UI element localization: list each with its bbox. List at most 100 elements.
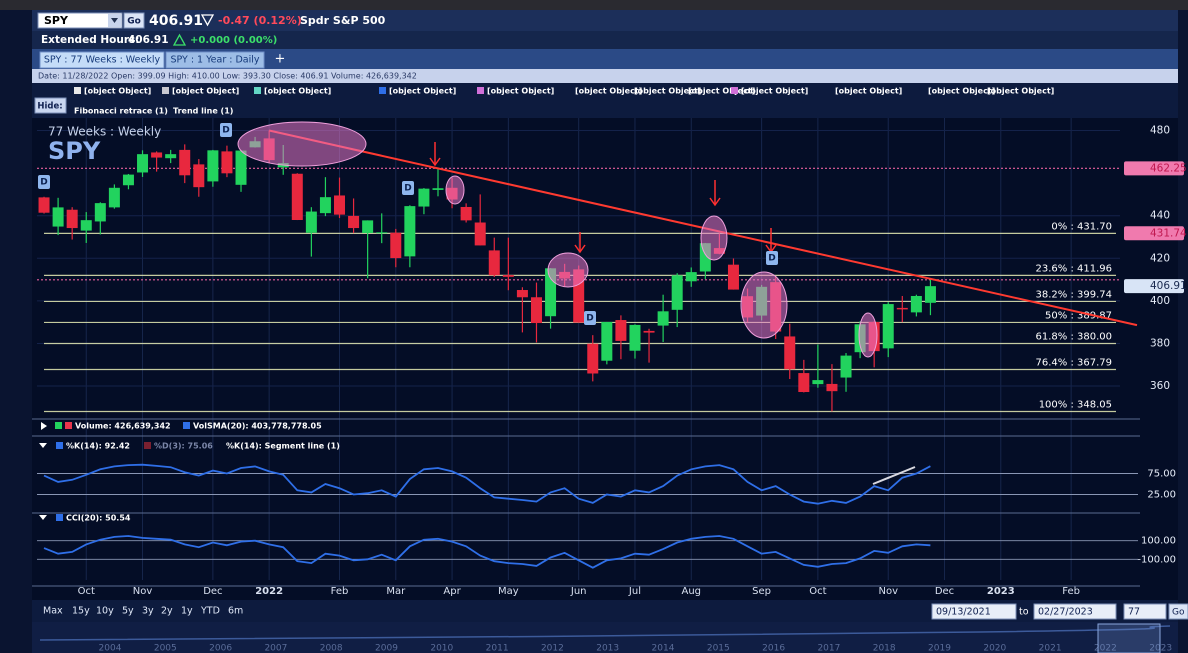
dividend-marker[interactable] bbox=[38, 175, 50, 189]
x-tick-label: Dec bbox=[935, 586, 954, 597]
volume-label: Volume: 426,639,342 bbox=[75, 422, 171, 431]
price-change: -0.47 (0.12%) bbox=[218, 14, 302, 27]
range-button[interactable]: Max bbox=[43, 606, 63, 617]
footer-go[interactable]: Go bbox=[1172, 608, 1185, 618]
hide-button[interactable] bbox=[34, 97, 67, 114]
candle-body bbox=[348, 215, 360, 229]
dividend-marker-label[interactable]: D bbox=[404, 184, 411, 194]
dividend-marker-label[interactable]: D bbox=[586, 314, 593, 324]
date-to[interactable]: 02/27/2023 bbox=[1038, 607, 1093, 618]
dividend-marker[interactable] bbox=[220, 123, 232, 137]
study-label[interactable]: Fibonacci retrace (1) bbox=[74, 107, 168, 116]
tab-label[interactable]: SPY : 1 Year : Daily bbox=[170, 55, 259, 66]
study-label[interactable]: [object Object] bbox=[835, 87, 902, 96]
candle-body bbox=[108, 187, 120, 208]
overview-year: 2004 bbox=[99, 644, 122, 653]
candle-body bbox=[66, 209, 78, 229]
candle-body bbox=[38, 197, 50, 213]
range-button[interactable]: 3y bbox=[142, 606, 154, 617]
candle-body bbox=[629, 324, 641, 351]
last-price: 406.91 bbox=[149, 13, 203, 29]
x-tick-label: 2022 bbox=[255, 586, 283, 597]
price-tag-label: 406.91 bbox=[1150, 280, 1187, 292]
candle-body bbox=[179, 149, 191, 176]
dividend-marker[interactable] bbox=[402, 181, 414, 195]
add-tab[interactable]: + bbox=[275, 52, 286, 67]
indicator-line bbox=[43, 463, 931, 505]
dividend-marker[interactable] bbox=[584, 311, 596, 325]
x-tick-label: Nov bbox=[133, 586, 153, 597]
overview-year: 2019 bbox=[928, 644, 951, 653]
tab-label[interactable]: SPY : 77 Weeks : Weekly bbox=[44, 55, 161, 66]
study-label[interactable]: [object Object] bbox=[741, 87, 808, 96]
collapse-arrow[interactable] bbox=[39, 443, 47, 448]
study-swatch bbox=[254, 87, 261, 94]
chart-subtitle: 77 Weeks : Weekly bbox=[48, 125, 161, 139]
date-from-input[interactable] bbox=[931, 603, 1017, 620]
expand-arrow[interactable] bbox=[41, 422, 47, 430]
hide-label[interactable]: Hide: bbox=[37, 102, 62, 112]
range-button[interactable]: 10y bbox=[96, 606, 114, 617]
bezel bbox=[0, 0, 1188, 10]
volume-swatch bbox=[65, 422, 72, 429]
study-label[interactable]: [object Object] bbox=[928, 87, 995, 96]
date-to-input[interactable] bbox=[1033, 603, 1117, 620]
x-tick-label: Dec bbox=[203, 586, 222, 597]
bars-input[interactable] bbox=[1123, 603, 1167, 620]
candle-body bbox=[474, 222, 486, 246]
date-from[interactable]: 09/13/2021 bbox=[936, 607, 991, 618]
date-bar-text: Date: 11/28/2022 Open: 399.09 High: 410.… bbox=[38, 72, 417, 81]
legend-label: %K(14): 92.42 bbox=[66, 442, 130, 451]
candle-body bbox=[137, 154, 149, 173]
dividend-marker-label[interactable]: D bbox=[768, 254, 775, 264]
range-button[interactable]: 1y bbox=[181, 606, 193, 617]
oval-drawing bbox=[445, 175, 465, 205]
candle-body bbox=[235, 150, 247, 185]
dividend-marker-label[interactable]: D bbox=[222, 126, 229, 136]
y-tick-label: 100.00 bbox=[1141, 536, 1176, 547]
bars-count[interactable]: 77 bbox=[1128, 607, 1140, 618]
y-tick-label: 360 bbox=[1150, 380, 1170, 392]
dividend-marker[interactable] bbox=[766, 251, 778, 265]
fib-label: 38.2% : 399.74 bbox=[1036, 289, 1112, 300]
study-label[interactable]: [object Object] bbox=[634, 87, 701, 96]
range-button[interactable]: 15y bbox=[72, 606, 90, 617]
collapse-arrow[interactable] bbox=[39, 515, 47, 520]
overview-year: 2010 bbox=[430, 644, 453, 653]
study-label[interactable]: [object Object] bbox=[688, 87, 755, 96]
legend-swatch bbox=[144, 442, 151, 449]
go-label[interactable]: Go bbox=[127, 17, 141, 27]
go-button[interactable] bbox=[123, 12, 145, 29]
study-label[interactable]: [object Object] bbox=[84, 87, 151, 96]
x-tick-label: Nov bbox=[878, 586, 898, 597]
oval-drawing bbox=[237, 121, 367, 167]
study-label[interactable]: [object Object] bbox=[487, 87, 554, 96]
range-button[interactable]: 5y bbox=[122, 606, 134, 617]
tab[interactable] bbox=[39, 51, 165, 69]
study-label[interactable]: [object Object] bbox=[575, 87, 642, 96]
x-tick-label: May bbox=[498, 586, 519, 597]
footer-go-button[interactable] bbox=[1168, 603, 1188, 620]
x-tick-label: Sep bbox=[752, 586, 771, 597]
candle-body bbox=[910, 295, 922, 313]
volume-label: VolSMA(20): 403,778,778.05 bbox=[193, 422, 322, 431]
symbol: SPY bbox=[44, 14, 69, 27]
range-button[interactable]: 6m bbox=[228, 606, 243, 617]
candle-body bbox=[896, 307, 908, 310]
study-label[interactable]: Trend line (1) bbox=[173, 107, 233, 116]
tab[interactable] bbox=[165, 51, 265, 69]
dividend-marker-label[interactable]: D bbox=[40, 178, 47, 188]
fib-label: 76.4% : 367.79 bbox=[1036, 357, 1112, 368]
candle-body bbox=[151, 152, 163, 158]
symbol-input[interactable] bbox=[37, 12, 123, 29]
study-label[interactable]: [object Object] bbox=[987, 87, 1054, 96]
overview-window[interactable] bbox=[1097, 623, 1161, 653]
range-button[interactable]: 2y bbox=[161, 606, 173, 617]
range-button[interactable]: YTD bbox=[200, 606, 220, 617]
study-label[interactable]: [object Object] bbox=[172, 87, 239, 96]
study-label[interactable]: [object Object] bbox=[264, 87, 331, 96]
candle-body bbox=[376, 232, 388, 234]
candle-body bbox=[488, 250, 500, 276]
study-label[interactable]: [object Object] bbox=[389, 87, 456, 96]
candle-body bbox=[573, 269, 585, 323]
